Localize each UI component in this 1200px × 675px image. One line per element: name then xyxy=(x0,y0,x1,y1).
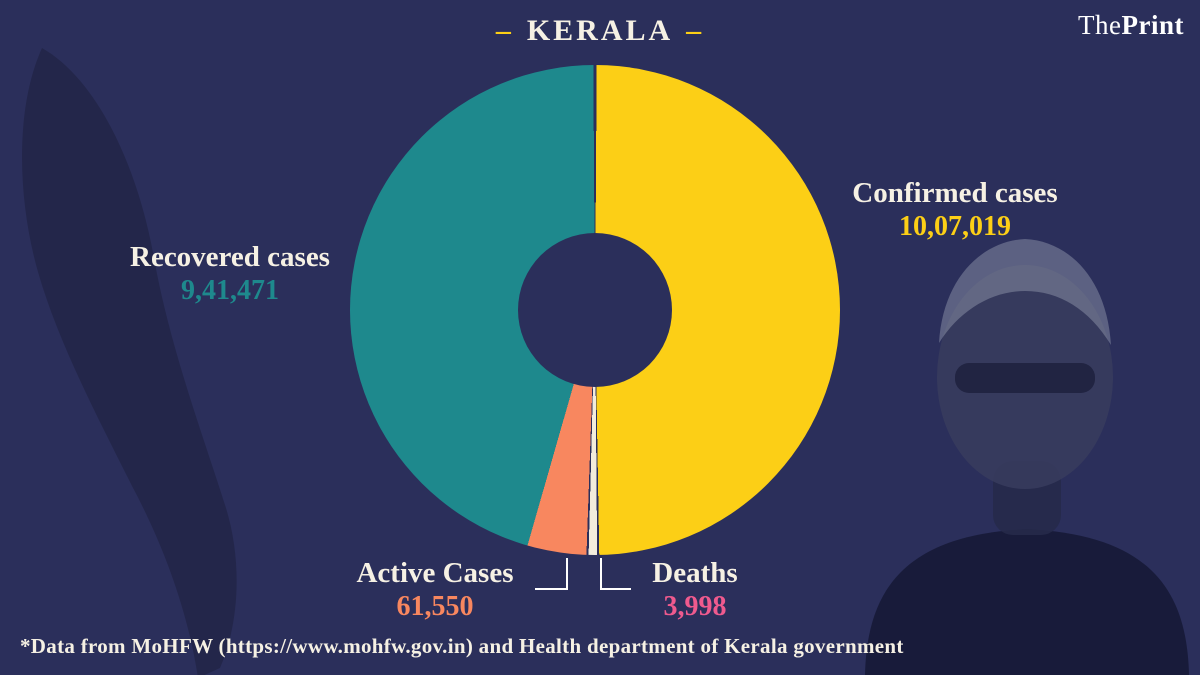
brand-print: Print xyxy=(1121,10,1184,40)
label-deaths: Deaths 3,998 xyxy=(630,556,760,624)
deaths-label: Deaths xyxy=(652,557,738,589)
page-title: – KERALA – xyxy=(0,14,1200,48)
kerala-map-silhouette xyxy=(22,48,237,675)
donut-hole xyxy=(518,233,672,387)
theprint-logo: ThePrint xyxy=(1078,10,1184,41)
title-dash-right: – xyxy=(686,14,705,47)
person-photo xyxy=(865,239,1189,675)
label-recovered-cases: Recovered cases 9,41,471 xyxy=(85,240,375,308)
deaths-connector-line xyxy=(600,558,631,590)
active-connector-line xyxy=(535,558,568,590)
title-text: KERALA xyxy=(526,14,674,47)
title-dash-left: – xyxy=(495,14,514,47)
label-active-cases: Active Cases 61,550 xyxy=(310,556,560,624)
label-confirmed-cases: Confirmed cases 10,07,019 xyxy=(810,176,1100,244)
source-note: *Data from MoHFW (https://www.mohfw.gov.… xyxy=(20,634,904,658)
recovered-label: Recovered cases xyxy=(130,241,330,273)
confirmed-value: 10,07,019 xyxy=(899,211,1011,242)
recovered-value: 9,41,471 xyxy=(181,275,279,306)
deaths-value: 3,998 xyxy=(663,591,727,622)
donut-chart xyxy=(350,65,840,555)
brand-the: The xyxy=(1078,10,1122,40)
active-label: Active Cases xyxy=(356,557,514,589)
active-value: 61,550 xyxy=(396,591,474,622)
confirmed-label: Confirmed cases xyxy=(852,177,1058,209)
